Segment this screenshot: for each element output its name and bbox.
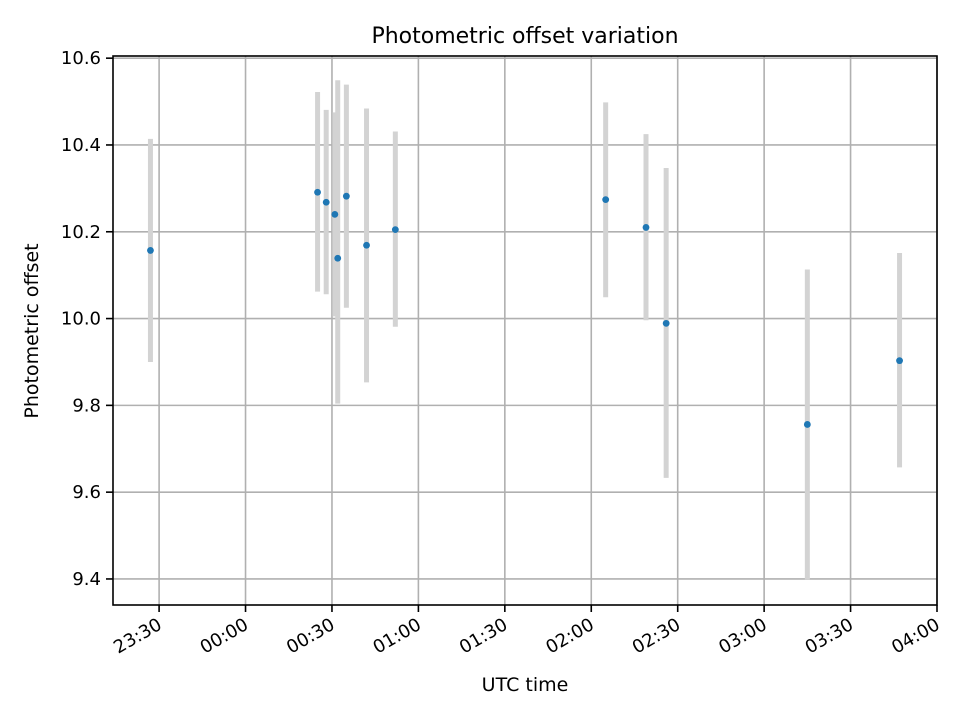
data-point	[334, 254, 342, 262]
data-point	[331, 211, 339, 218]
data-point	[322, 198, 330, 206]
plot-frame	[112, 55, 938, 606]
data-point	[662, 319, 670, 327]
y-tick-label: 10.2	[61, 222, 101, 243]
data-point	[314, 188, 321, 196]
y-tick-label: 10.6	[61, 48, 101, 69]
y-axis-label: Photometric offset	[21, 243, 43, 418]
data-point	[602, 196, 610, 204]
data-point	[803, 421, 811, 428]
data-point	[147, 247, 154, 254]
chart-title: Photometric offset variation	[371, 24, 678, 49]
plot-area: 23:30 00:00 00:30 01:00 01:30 02:00 02:30 03:00…	[61, 48, 944, 658]
data-point	[391, 226, 399, 233]
y-tick-label: 9.8	[72, 395, 101, 416]
y-tick-label: 10.0	[61, 309, 101, 330]
data-point	[363, 241, 370, 249]
x-axis-label: UTC time	[482, 674, 569, 696]
y-tick-label: 9.4	[72, 569, 101, 590]
y-tick-label: 10.4	[61, 135, 101, 156]
data-point	[342, 192, 350, 200]
data-point	[642, 224, 650, 231]
y-tick-label: 9.6	[72, 482, 101, 503]
data-point	[896, 357, 903, 365]
